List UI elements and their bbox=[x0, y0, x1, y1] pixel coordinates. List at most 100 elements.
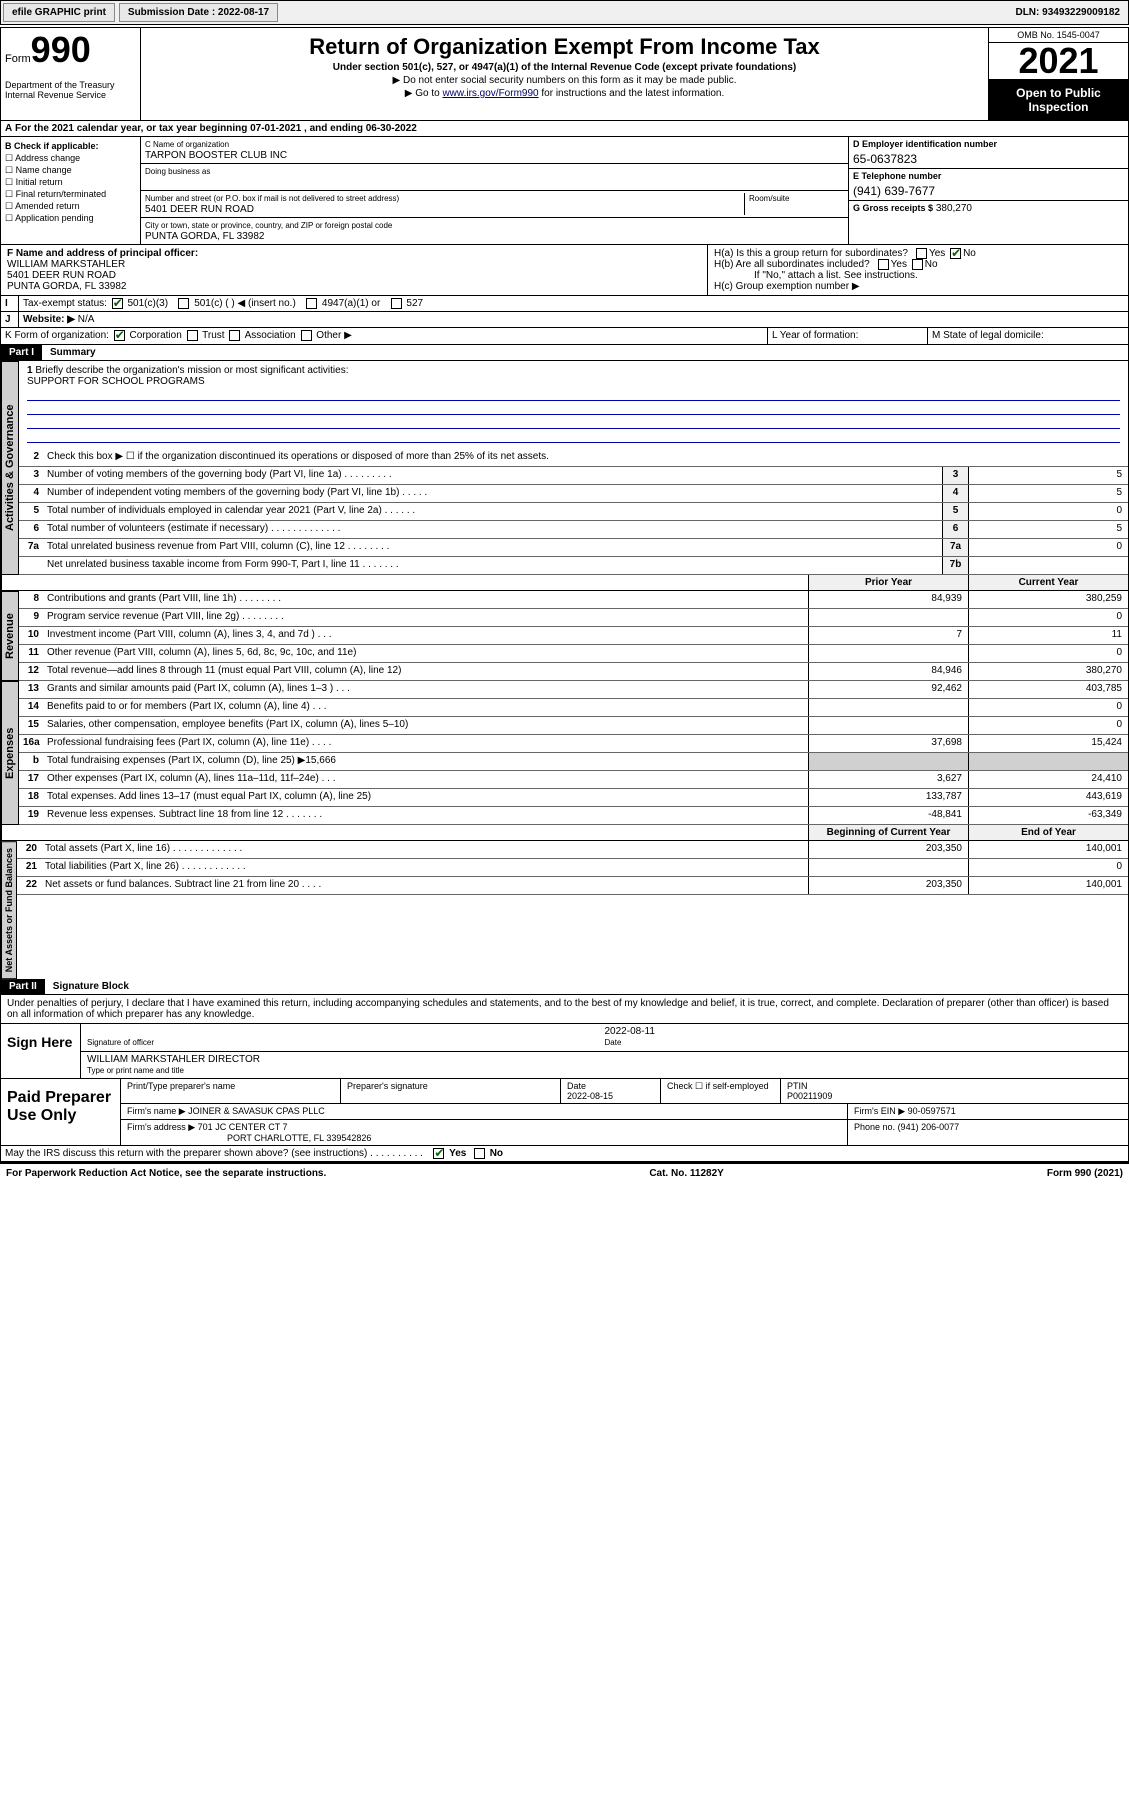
tab-governance: Activities & Governance bbox=[1, 361, 19, 575]
firm-phone: (941) 206-0077 bbox=[898, 1122, 960, 1132]
sig-date: 2022-08-11 bbox=[605, 1026, 655, 1037]
sign-here-label: Sign Here bbox=[1, 1024, 81, 1078]
street-address: 5401 DEER RUN ROAD bbox=[145, 204, 254, 215]
discuss-question: May the IRS discuss this return with the… bbox=[5, 1148, 423, 1159]
firm-addr1: 701 JC CENTER CT 7 bbox=[198, 1122, 288, 1132]
section-b-checkboxes: B Check if applicable: ☐ Address change … bbox=[1, 137, 141, 244]
irs-link[interactable]: www.irs.gov/Form990 bbox=[442, 88, 538, 99]
tab-revenue: Revenue bbox=[1, 591, 19, 681]
preparer-date: 2022-08-15 bbox=[567, 1091, 613, 1101]
firm-addr2: PORT CHARLOTTE, FL 339542826 bbox=[227, 1133, 371, 1143]
perjury-declaration: Under penalties of perjury, I declare th… bbox=[1, 995, 1128, 1024]
preparer-sig-hdr: Preparer's signature bbox=[341, 1079, 561, 1103]
ha-label: H(a) Is this a group return for subordin… bbox=[714, 248, 908, 259]
tab-expenses: Expenses bbox=[1, 681, 19, 825]
cb-initial-return[interactable]: ☐ Initial return bbox=[5, 177, 136, 188]
hb-note: If "No," attach a list. See instructions… bbox=[714, 270, 1122, 281]
part-ii-title: Signature Block bbox=[45, 979, 137, 994]
discuss-no[interactable] bbox=[474, 1148, 485, 1159]
addr-label: Number and street (or P.O. box if mail i… bbox=[145, 194, 399, 203]
col-end-year: End of Year bbox=[968, 825, 1128, 840]
part-ii-header: Part II bbox=[1, 979, 45, 994]
hb-label: H(b) Are all subordinates included? bbox=[714, 259, 870, 270]
website-value: N/A bbox=[78, 314, 95, 325]
form-header: Form990 Department of the Treasury Inter… bbox=[1, 28, 1128, 121]
ha-no[interactable] bbox=[950, 248, 961, 259]
officer-printed-name: WILLIAM MARKSTAHLER DIRECTOR bbox=[87, 1054, 260, 1065]
form-ref: Form 990 (2021) bbox=[1047, 1168, 1123, 1179]
hc-label: H(c) Group exemption number ▶ bbox=[714, 281, 1122, 292]
cb-amended-return[interactable]: ☐ Amended return bbox=[5, 201, 136, 212]
cb-address-change[interactable]: ☐ Address change bbox=[5, 153, 136, 164]
tax-exempt-label: Tax-exempt status: bbox=[23, 298, 107, 309]
tax-year: 2021 bbox=[989, 43, 1128, 80]
part-i-header: Part I bbox=[1, 345, 42, 360]
form-990: Form990 Department of the Treasury Inter… bbox=[0, 27, 1129, 1163]
dept-treasury: Department of the Treasury Internal Reve… bbox=[5, 80, 136, 100]
cb-other[interactable] bbox=[301, 330, 312, 341]
form-subtitle: Under section 501(c), 527, or 4947(a)(1)… bbox=[149, 62, 980, 73]
goto-note: ▶ Go to www.irs.gov/Form990 for instruct… bbox=[149, 88, 980, 99]
cb-501c3[interactable] bbox=[112, 298, 123, 309]
top-toolbar: efile GRAPHIC print Submission Date : 20… bbox=[0, 0, 1129, 25]
cb-app-pending[interactable]: ☐ Application pending bbox=[5, 213, 136, 224]
ein-label: D Employer identification number bbox=[853, 139, 997, 149]
mission-value: SUPPORT FOR SCHOOL PROGRAMS bbox=[27, 376, 205, 387]
paperwork-notice: For Paperwork Reduction Act Notice, see … bbox=[6, 1168, 326, 1179]
gross-receipts-label: G Gross receipts $ bbox=[853, 203, 933, 213]
col-begin-year: Beginning of Current Year bbox=[808, 825, 968, 840]
officer-label: F Name and address of principal officer: bbox=[7, 248, 198, 259]
tab-net-assets: Net Assets or Fund Balances bbox=[1, 841, 17, 979]
ein-value: 65-0637823 bbox=[853, 152, 1124, 166]
efile-print-button[interactable]: efile GRAPHIC print bbox=[3, 3, 115, 22]
form-number: 990 bbox=[31, 29, 91, 70]
firm-ein: 90-0597571 bbox=[908, 1106, 956, 1116]
phone-label: E Telephone number bbox=[853, 171, 941, 181]
ha-yes[interactable] bbox=[916, 248, 927, 259]
cb-association[interactable] bbox=[229, 330, 240, 341]
hb-no[interactable] bbox=[912, 259, 923, 270]
col-prior-year: Prior Year bbox=[808, 575, 968, 590]
gross-receipts-value: 380,270 bbox=[936, 203, 972, 214]
printed-name-label: Type or print name and title bbox=[87, 1066, 184, 1075]
sig-officer-label: Signature of officer bbox=[87, 1038, 154, 1047]
mission-label: Briefly describe the organization's miss… bbox=[35, 365, 348, 376]
dba-label: Doing business as bbox=[145, 167, 210, 176]
sig-date-label: Date bbox=[605, 1038, 622, 1047]
officer-addr2: PUNTA GORDA, FL 33982 bbox=[7, 281, 127, 292]
cb-527[interactable] bbox=[391, 298, 402, 309]
cb-name-change[interactable]: ☐ Name change bbox=[5, 165, 136, 176]
line-2: Check this box ▶ ☐ if the organization d… bbox=[43, 449, 1128, 466]
form-of-org-label: K Form of organization: bbox=[5, 331, 109, 342]
cb-trust[interactable] bbox=[187, 330, 198, 341]
form-title: Return of Organization Exempt From Incom… bbox=[149, 34, 980, 60]
org-name-label: C Name of organization bbox=[145, 140, 229, 149]
discuss-yes[interactable] bbox=[433, 1148, 444, 1159]
ssn-note: ▶ Do not enter social security numbers o… bbox=[149, 75, 980, 86]
firm-name: JOINER & SAVASUK CPAS PLLC bbox=[188, 1106, 325, 1116]
year-formation-label: L Year of formation: bbox=[772, 330, 858, 341]
cb-final-return[interactable]: ☐ Final return/terminated bbox=[5, 189, 136, 200]
city-value: PUNTA GORDA, FL 33982 bbox=[145, 231, 265, 242]
org-name: TARPON BOOSTER CLUB INC bbox=[145, 150, 287, 161]
cb-501c[interactable] bbox=[178, 298, 189, 309]
cat-no: Cat. No. 11282Y bbox=[326, 1168, 1047, 1179]
paid-preparer-label: Paid Preparer Use Only bbox=[1, 1079, 121, 1145]
form-word: Form bbox=[5, 53, 31, 65]
preparer-name-hdr: Print/Type preparer's name bbox=[121, 1079, 341, 1103]
cb-4947[interactable] bbox=[306, 298, 317, 309]
ptin-value: P00211909 bbox=[787, 1091, 832, 1101]
hb-yes[interactable] bbox=[878, 259, 889, 270]
part-i-title: Summary bbox=[42, 345, 104, 360]
submission-date-box: Submission Date : 2022-08-17 bbox=[119, 3, 278, 22]
website-label: Website: ▶ bbox=[23, 314, 75, 325]
suite-label: Room/suite bbox=[749, 194, 789, 203]
cb-corporation[interactable] bbox=[114, 330, 125, 341]
col-current-year: Current Year bbox=[968, 575, 1128, 590]
dln-label: DLN: 93493229009182 bbox=[1007, 4, 1128, 21]
open-inspection: Open to Public Inspection bbox=[989, 80, 1128, 120]
state-domicile-label: M State of legal domicile: bbox=[932, 330, 1044, 341]
phone-value: (941) 639-7677 bbox=[853, 184, 1124, 198]
self-employed-check[interactable]: Check ☐ if self-employed bbox=[661, 1079, 781, 1103]
line-a: A For the 2021 calendar year, or tax yea… bbox=[1, 121, 1128, 136]
